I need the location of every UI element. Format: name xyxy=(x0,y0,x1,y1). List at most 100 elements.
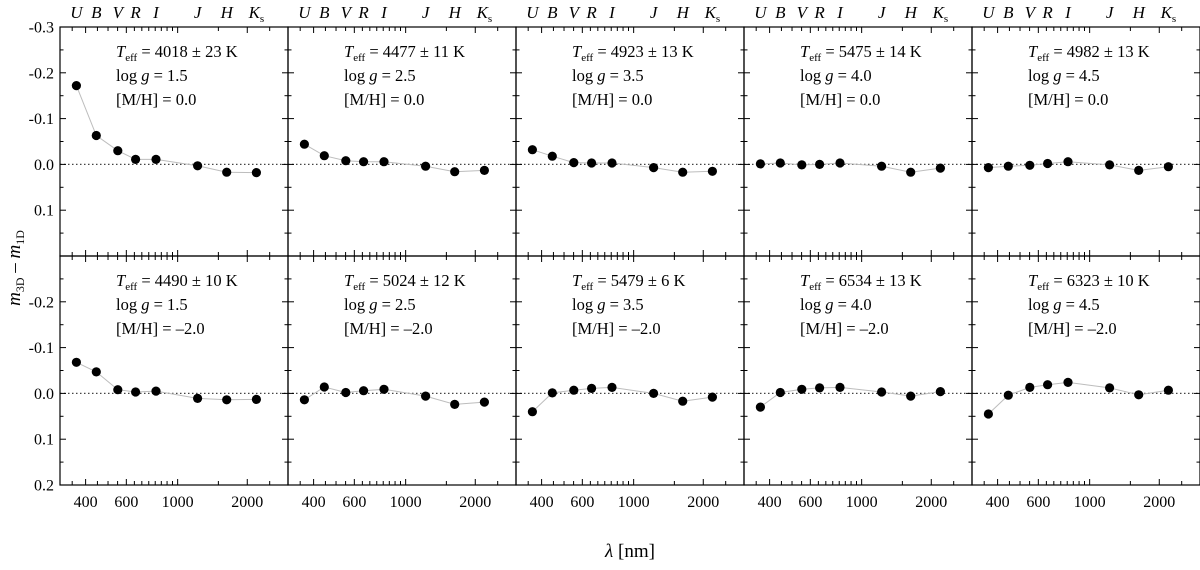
panel-frame xyxy=(743,255,973,486)
data-point-u xyxy=(527,145,538,155)
metallicity-annotation: [M/H] = 0.0 xyxy=(800,90,880,109)
data-point-h xyxy=(1134,390,1144,400)
data-point-j xyxy=(649,388,659,398)
data-point-v xyxy=(1025,160,1035,170)
data-point-r xyxy=(815,159,825,169)
band-label-j: J xyxy=(650,3,659,22)
x-tick-label: 2000 xyxy=(231,494,263,511)
data-point-r xyxy=(131,387,141,397)
x-tick-label: 400 xyxy=(758,494,782,511)
band-label-u: U xyxy=(754,3,768,22)
band-label-h: H xyxy=(448,3,463,22)
data-point-i xyxy=(835,382,845,392)
data-point-j xyxy=(193,393,203,403)
metallicity-annotation: [M/H] = 0.0 xyxy=(116,90,196,109)
band-label-v: V xyxy=(797,3,810,22)
band-label-b: B xyxy=(91,3,102,22)
data-point-b xyxy=(319,151,329,161)
data-point-v xyxy=(341,387,351,398)
x-tick-label: 1000 xyxy=(1074,494,1106,511)
band-label-u: U xyxy=(70,3,84,22)
y-tick-label: 0.1 xyxy=(34,203,54,220)
series-line xyxy=(76,361,257,401)
x-tick-label: 600 xyxy=(1026,494,1050,511)
data-point-i xyxy=(379,157,389,167)
teff-annotation: Teff = 6323 ± 10 K xyxy=(1028,271,1150,293)
data-point-j xyxy=(421,161,431,171)
teff-annotation: Teff = 5024 ± 12 K xyxy=(344,271,466,293)
data-point-u xyxy=(755,159,766,169)
panel-1: Teff = 4018 ± 23 K log g = 1.5 [M/H] = 0.0… xyxy=(29,20,289,257)
panel-frame xyxy=(971,255,1200,486)
y-tick-label: 0.1 xyxy=(34,432,54,449)
data-point-ks xyxy=(707,166,718,176)
data-point-i xyxy=(1063,157,1073,167)
band-label-h: H xyxy=(220,3,235,22)
band-label-j: J xyxy=(1106,3,1115,22)
x-tick-label: 2000 xyxy=(915,494,947,511)
data-point-j xyxy=(877,161,887,171)
data-point-i xyxy=(379,384,389,394)
logg-annotation: log g = 4.0 xyxy=(800,295,872,314)
y-tick-label: 0.0 xyxy=(34,157,54,174)
data-point-h xyxy=(222,167,232,177)
data-point-v xyxy=(569,158,579,168)
teff-annotation: Teff = 4923 ± 13 K xyxy=(572,42,694,64)
data-point-v xyxy=(797,160,807,170)
band-label-ks: Ks xyxy=(248,3,265,25)
x-tick-label: 2000 xyxy=(687,494,719,511)
x-tick-label: 400 xyxy=(74,494,98,511)
data-point-i xyxy=(1063,377,1073,387)
band-label-b: B xyxy=(775,3,786,22)
data-point-v xyxy=(797,384,807,394)
y-axis-label: m3D – m1D xyxy=(4,230,27,306)
band-label-r: R xyxy=(129,3,141,22)
x-tick-label: 600 xyxy=(798,494,822,511)
data-point-r xyxy=(1043,158,1053,169)
data-point-ks xyxy=(479,165,489,175)
band-label-v: V xyxy=(113,3,126,22)
data-point-r xyxy=(587,383,597,393)
band-label-h: H xyxy=(676,3,691,22)
logg-annotation: log g = 1.5 xyxy=(116,66,188,85)
logg-annotation: log g = 4.0 xyxy=(800,66,872,85)
panel-3: Teff = 4923 ± 13 K log g = 3.5 [M/H] = 0.0 xyxy=(515,26,745,257)
data-point-b xyxy=(775,387,785,398)
data-point-h xyxy=(450,167,460,177)
band-label-v: V xyxy=(341,3,354,22)
panel-10: Teff = 6323 ± 10 K log g = 4.5 [M/H] = –2.… xyxy=(971,255,1200,511)
data-point-u xyxy=(71,81,81,91)
band-label-j: J xyxy=(878,3,887,22)
logg-annotation: log g = 3.5 xyxy=(572,66,644,85)
x-tick-label: 600 xyxy=(342,494,366,511)
teff-annotation: Teff = 4018 ± 23 K xyxy=(116,42,238,64)
band-label-u: U xyxy=(982,3,996,22)
band-label-b: B xyxy=(319,3,330,22)
x-tick-label: 400 xyxy=(302,494,326,511)
band-label-j: J xyxy=(194,3,203,22)
band-label-ks: Ks xyxy=(1160,3,1177,25)
panel-frame xyxy=(287,255,517,486)
band-label-i: I xyxy=(608,3,616,22)
logg-annotation: log g = 2.5 xyxy=(344,295,416,314)
data-point-i xyxy=(607,158,617,168)
y-tick-label: 0.0 xyxy=(34,386,54,403)
metallicity-annotation: [M/H] = –2.0 xyxy=(572,319,661,338)
band-label-j: J xyxy=(422,3,431,22)
data-point-j xyxy=(877,387,887,397)
data-point-u xyxy=(299,395,309,405)
panel-frame xyxy=(743,26,973,257)
band-label-r: R xyxy=(585,3,597,22)
teff-annotation: Teff = 5479 ± 6 K xyxy=(572,271,685,293)
metallicity-annotation: [M/H] = –2.0 xyxy=(800,319,889,338)
band-label-i: I xyxy=(152,3,160,22)
data-point-ks xyxy=(935,163,946,173)
data-point-h xyxy=(222,395,232,405)
panel-5: Teff = 4982 ± 13 K log g = 4.5 [M/H] = 0.0 xyxy=(971,26,1200,257)
data-point-h xyxy=(450,399,460,409)
band-label-i: I xyxy=(1064,3,1072,22)
data-point-v xyxy=(569,385,579,395)
band-label-ks: Ks xyxy=(704,3,721,25)
data-point-r xyxy=(359,386,369,396)
x-tick-label: 1000 xyxy=(162,494,194,511)
